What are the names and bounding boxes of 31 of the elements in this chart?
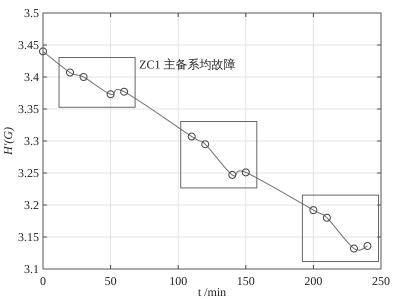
x-tick-label: 150: [236, 274, 255, 288]
point: [106, 90, 115, 98]
point: [39, 47, 47, 56]
point: [363, 242, 372, 250]
point: [309, 206, 318, 214]
y-tick-label: 3.2: [24, 198, 39, 212]
x-tick-label: 200: [304, 274, 322, 288]
x-axis-title: t /min: [198, 285, 226, 299]
y-tick-label: 3.3: [24, 134, 39, 148]
x-tick-label: 0: [40, 274, 46, 288]
point: [350, 244, 358, 253]
y-tick-label: 3.45: [18, 38, 39, 52]
y-tick-label: 3.25: [18, 166, 39, 180]
x-tick-label: 50: [104, 274, 117, 288]
x-tick-label: 250: [372, 274, 390, 288]
point: [80, 73, 88, 81]
point: [242, 168, 250, 176]
y-tick-label: 3.35: [18, 102, 39, 116]
x-tick-label: 100: [169, 274, 188, 288]
y-tick-label: 3.5: [24, 6, 39, 20]
y-tick-label: 3.1: [24, 262, 39, 276]
point: [188, 132, 196, 141]
point: [228, 170, 236, 179]
y-tick-label: 3.15: [18, 230, 39, 244]
point: [322, 214, 331, 222]
point: [120, 88, 128, 96]
y-axis-title: H′(G): [1, 127, 15, 156]
y-tick-label: 3.4: [24, 70, 39, 84]
annotation: ZC1 主备系均故障: [139, 58, 236, 72]
point: [201, 140, 210, 148]
point: [66, 68, 74, 77]
